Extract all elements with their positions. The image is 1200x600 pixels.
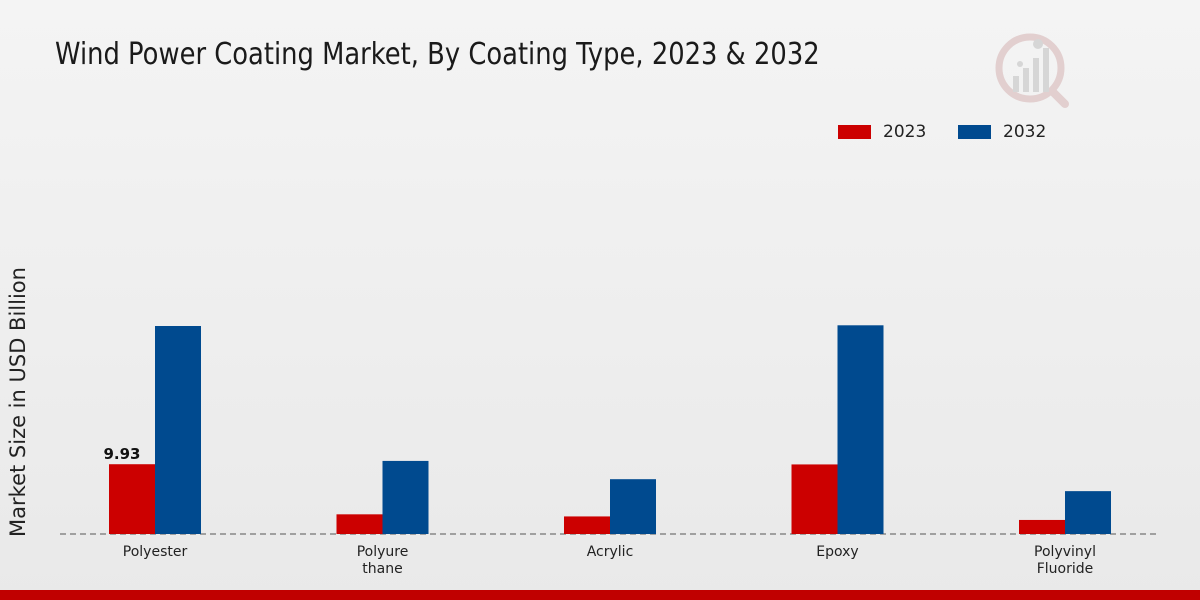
bar-2023-0 [109,464,155,534]
bar-2023-3 [791,464,838,534]
x-tick-label-0: Polyester [123,544,188,560]
legend-item-2032: 2032 [958,122,1046,142]
bar-2032-2 [610,479,656,534]
x-tick-label-3: Epoxy [816,544,858,560]
bar-2032-4 [1065,491,1111,534]
legend-label-2032: 2032 [1003,122,1047,142]
legend-item-2023: 2023 [838,122,926,142]
legend-swatch-2023 [838,125,871,139]
bar-2023-4 [1019,519,1065,534]
watermark-logo-icon [995,33,1069,108]
x-tick-label-1: Polyure thane [357,544,409,577]
x-tick-label-4: Polyvinyl Fluoride [1034,544,1096,577]
x-tick-label-2: Acrylic [587,544,634,560]
bar-2032-1 [382,460,429,534]
bar-2032-3 [837,325,884,534]
legend-swatch-2032 [958,125,991,139]
bar-2023-1 [336,514,383,534]
bottom-accent-bar [0,590,1200,600]
bar-2023-2 [564,516,610,534]
legend-label-2023: 2023 [883,122,927,142]
bar-2032-0 [155,326,201,534]
chart-title: Wind Power Coating Market, By Coating Ty… [55,37,820,72]
data-label-0: 9.93 [103,445,140,463]
